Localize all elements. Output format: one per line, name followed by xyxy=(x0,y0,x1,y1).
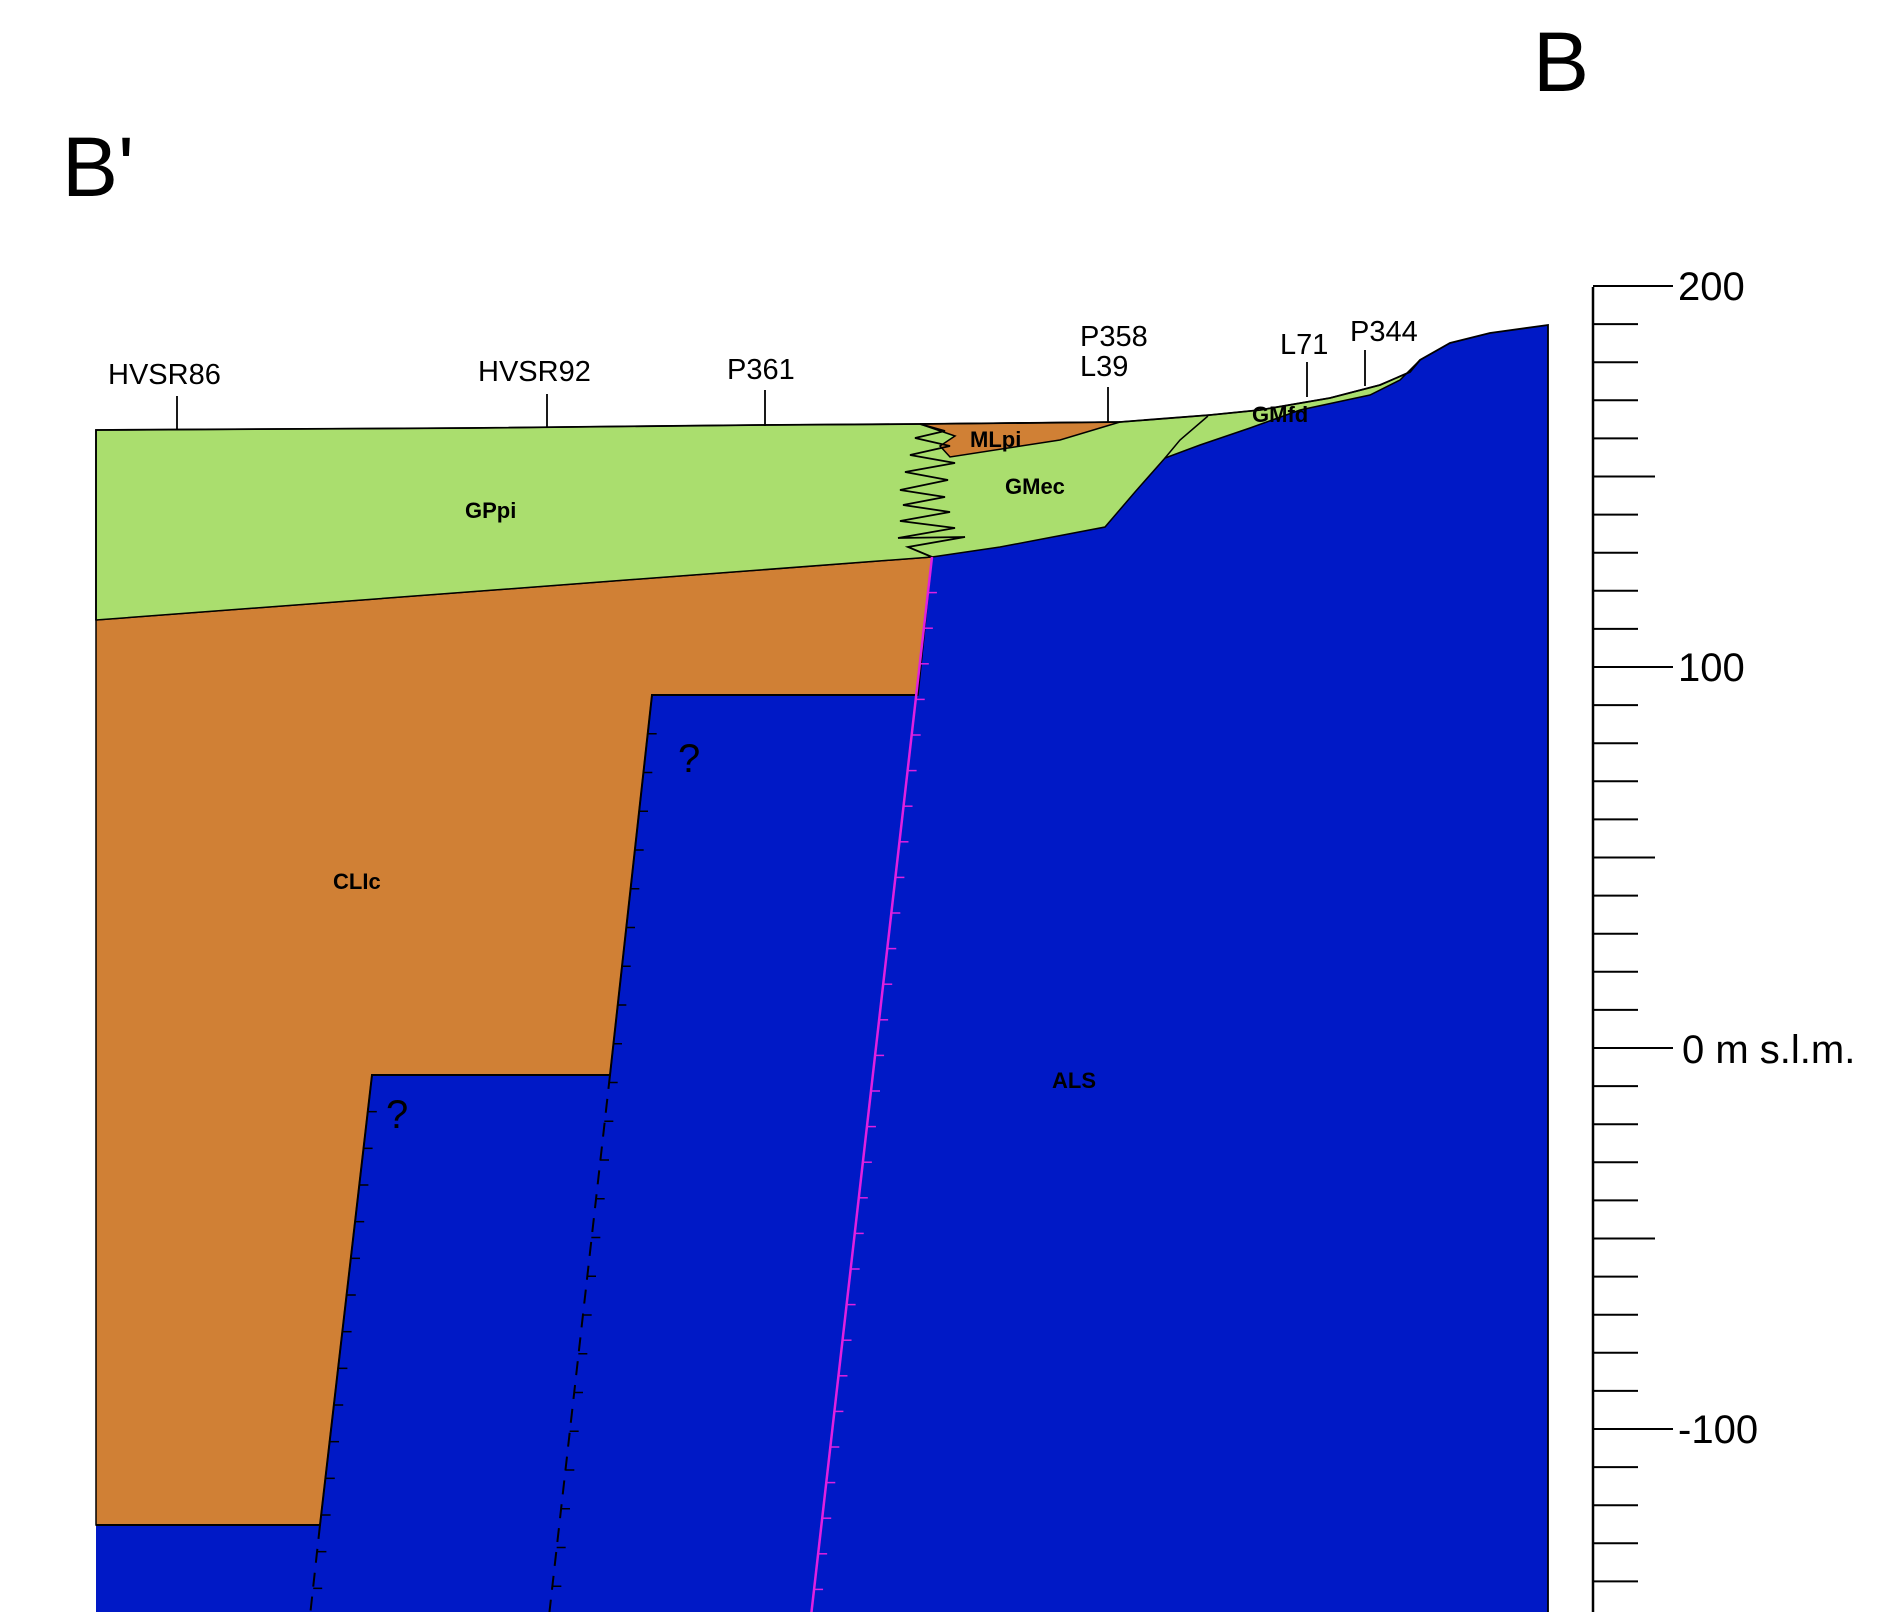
section-end-left: B' xyxy=(62,120,134,214)
fault-dash-left xyxy=(309,1524,321,1612)
well-label-p344: P344 xyxy=(1350,316,1418,348)
scale-label-200: 200 xyxy=(1678,265,1745,309)
unit-label-mlpi: MLpi xyxy=(970,427,1021,452)
elevation-scale xyxy=(1591,285,1673,1612)
question-mark-lower: ? xyxy=(386,1093,408,1137)
well-label-hvsr92: HVSR92 xyxy=(478,356,591,388)
scale-label-minus-100: -100 xyxy=(1678,1408,1758,1452)
unit-label-gppi: GPpi xyxy=(465,498,516,523)
unit-label-clic: CLIc xyxy=(333,869,381,894)
well-label-p358: P358 xyxy=(1080,321,1148,353)
well-label-l71: L71 xyxy=(1280,329,1328,361)
well-label-hvsr86: HVSR86 xyxy=(108,359,221,391)
unit-label-gmfd: GMfd xyxy=(1252,402,1308,427)
fault-ticks xyxy=(313,733,657,1590)
unit-label-als: ALS xyxy=(1052,1068,1096,1093)
unit-label-gmec: GMec xyxy=(1005,474,1065,499)
fault-dash-middle xyxy=(548,1074,611,1612)
scale-label-100: 100 xyxy=(1678,646,1745,690)
question-mark-upper: ? xyxy=(678,737,700,781)
main-fault-ticks xyxy=(814,591,937,1591)
well-markers xyxy=(176,350,1366,430)
interfingering-zigzag xyxy=(897,423,966,558)
well-label-p361: P361 xyxy=(727,354,795,386)
well-label-l39: L39 xyxy=(1080,351,1128,383)
section-end-right: B xyxy=(1533,15,1589,109)
als-bedrock-area xyxy=(96,325,1548,1612)
ground-surface xyxy=(95,323,1549,1612)
gmec-gmfd-contact xyxy=(1164,415,1209,459)
step-fault-outlines xyxy=(96,694,918,1526)
scale-label-0: 0 m s.l.m. xyxy=(1682,1028,1855,1072)
